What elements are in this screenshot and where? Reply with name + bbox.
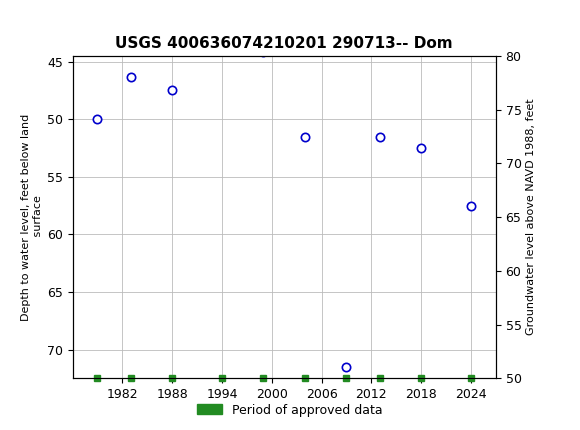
Legend: Period of approved data: Period of approved data [192, 399, 388, 421]
Title: USGS 400636074210201 290713-- Dom: USGS 400636074210201 290713-- Dom [115, 36, 453, 51]
Y-axis label: Depth to water level, feet below land
 surface: Depth to water level, feet below land su… [21, 114, 42, 321]
Text: ≋USGS: ≋USGS [9, 9, 85, 28]
Y-axis label: Groundwater level above NAVD 1988, feet: Groundwater level above NAVD 1988, feet [526, 99, 536, 335]
